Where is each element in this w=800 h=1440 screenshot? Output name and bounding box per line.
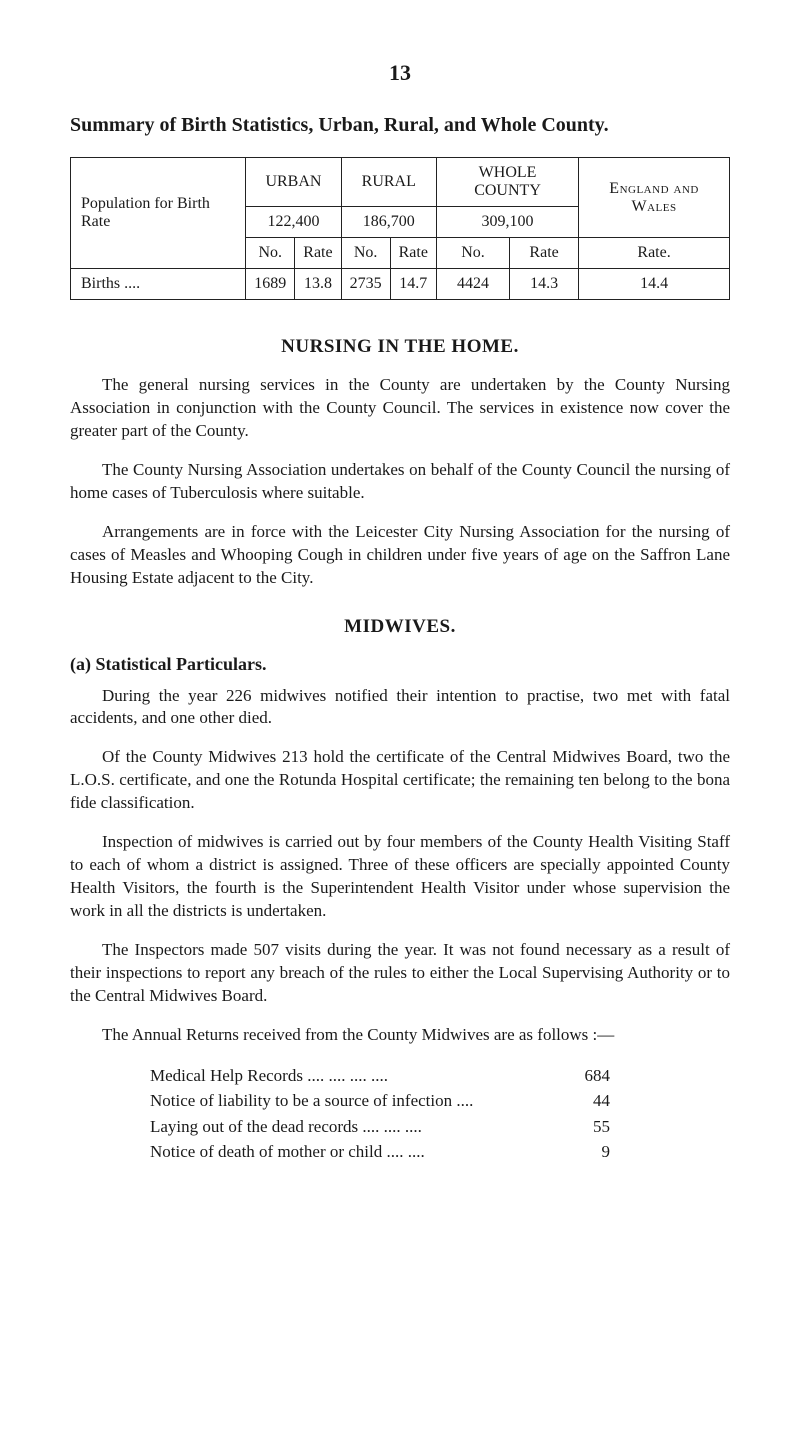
return-label: Laying out of the dead records .... ....… [150,1114,422,1140]
main-heading: Summary of Birth Statistics, Urban, Rura… [70,114,730,137]
rate-label: Rate. [579,238,730,269]
sub-no: No. [341,238,390,269]
return-value: 9 [602,1139,611,1165]
col-group-whole: WHOLE COUNTY [436,158,578,207]
paragraph: Inspection of midwives is carried out by… [70,831,730,923]
sub-no: No. [246,238,295,269]
list-item: Notice of liability to be a source of in… [150,1088,610,1114]
document-page: 13 Summary of Birth Statistics, Urban, R… [0,0,800,1245]
return-value: 44 [593,1088,610,1114]
paragraph: During the year 226 midwives notified th… [70,685,730,731]
paragraph: The County Nursing Association undertake… [70,459,730,505]
cell: 4424 [436,269,509,300]
pop-rural: 186,700 [341,207,436,238]
return-label: Notice of liability to be a source of in… [150,1088,473,1114]
nursing-heading: NURSING IN THE HOME. [70,336,730,358]
return-value: 684 [585,1063,611,1089]
midwives-heading: MIDWIVES. [70,616,730,638]
paragraph: The Inspectors made 507 visits during th… [70,939,730,1008]
list-item: Laying out of the dead records .... ....… [150,1114,610,1140]
pop-whole: 309,100 [436,207,578,238]
cell: 14.4 [579,269,730,300]
pop-urban: 122,400 [246,207,341,238]
table-row: Births .... 1689 13.8 2735 14.7 4424 14.… [71,269,730,300]
cell: 1689 [246,269,295,300]
sub-rate: Rate [510,238,579,269]
paragraph: The Annual Returns received from the Cou… [70,1024,730,1047]
paragraph: The general nursing services in the Coun… [70,374,730,443]
cell: 2735 [341,269,390,300]
returns-list: Medical Help Records .... .... .... ....… [150,1063,730,1165]
births-label: Births .... [71,269,246,300]
sub-rate: Rate [390,238,436,269]
list-item: Notice of death of mother or child .... … [150,1139,610,1165]
list-item: Medical Help Records .... .... .... ....… [150,1063,610,1089]
stat-particulars-heading: (a) Statistical Particulars. [70,654,730,675]
return-label: Medical Help Records .... .... .... .... [150,1063,388,1089]
paragraph: Arrangements are in force with the Leice… [70,521,730,590]
row-header: Population for Birth Rate [71,158,246,269]
return-value: 55 [593,1114,610,1140]
col-group-urban: URBAN [246,158,341,207]
cell: 13.8 [295,269,341,300]
page-number: 13 [70,60,730,86]
birth-stats-table: Population for Birth Rate URBAN RURAL WH… [70,157,730,300]
return-label: Notice of death of mother or child .... … [150,1139,425,1165]
col-england-wales: England and Wales [579,158,730,238]
table-row: Population for Birth Rate URBAN RURAL WH… [71,158,730,207]
cell: 14.7 [390,269,436,300]
paragraph: Of the County Midwives 213 hold the cert… [70,746,730,815]
sub-rate: Rate [295,238,341,269]
eng-wales-text: England and Wales [609,180,699,215]
col-group-rural: RURAL [341,158,436,207]
cell: 14.3 [510,269,579,300]
sub-no: No. [436,238,509,269]
